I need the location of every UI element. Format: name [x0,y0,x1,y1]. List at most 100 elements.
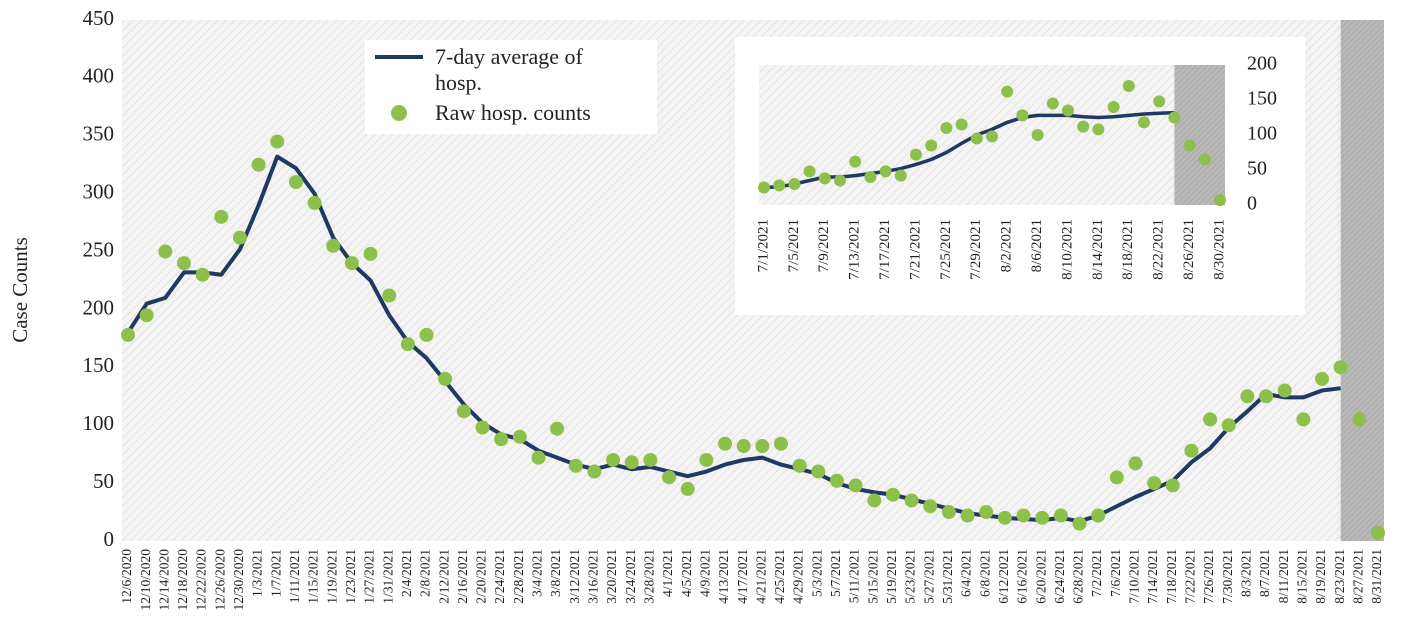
raw-point [1153,95,1166,108]
raw-point [1333,360,1348,375]
x-tick-label: 7/5/2021 [786,219,802,272]
x-tick-label: 8/19/2021 [1313,549,1328,604]
raw-point [382,288,397,303]
raw-point [1371,525,1385,540]
raw-point [699,452,714,467]
raw-point [849,155,862,168]
raw-point [834,174,846,187]
raw-point [923,499,938,514]
x-tick-label: 6/12/2021 [996,549,1011,604]
raw-point [1091,508,1106,523]
raw-point [941,505,956,520]
x-tick-label: 7/30/2021 [1220,549,1235,604]
raw-point [1092,123,1105,136]
raw-point [960,508,975,523]
legend-label: 7-day average of hosp. [435,44,583,95]
raw-point [1259,389,1274,404]
x-tick-label: 7/13/2021 [847,219,863,280]
shaded-region [1340,20,1384,541]
raw-point [606,452,621,467]
raw-point [438,371,453,386]
raw-point [195,267,210,282]
raw-point [986,130,998,143]
y-tick-label: 0 [104,527,115,551]
raw-point [1072,516,1087,531]
x-tick-label: 2/8/2021 [418,549,433,597]
x-tick-label: 4/25/2021 [772,549,787,604]
x-tick-label: 12/18/2020 [175,549,190,611]
x-tick-label: 1/23/2021 [343,549,358,604]
x-tick-label: 4/1/2021 [660,549,675,597]
y-tick-label: 200 [1247,53,1277,75]
raw-point [829,473,844,488]
x-tick-label: 8/6/2021 [1029,219,1045,272]
x-tick-label: 5/31/2021 [940,549,955,604]
raw-point [512,429,527,444]
raw-point [1046,97,1059,110]
x-tick-label: 2/28/2021 [511,549,526,604]
x-tick-label: 8/22/2021 [1151,219,1167,280]
raw-point [214,209,229,224]
shaded-region [1174,65,1225,205]
raw-point [1107,101,1120,113]
average-line [126,154,1341,524]
raw-point [1168,111,1181,124]
x-tick-label: 5/27/2021 [921,549,936,604]
x-tick-label: 12/22/2020 [194,549,209,611]
raw-point [587,464,602,479]
raw-point [940,122,953,134]
x-tick-label: 3/4/2021 [530,549,545,597]
legend-line [371,44,427,70]
x-tick-label: 2/12/2021 [436,549,451,604]
x-tick-label: 1/3/2021 [250,549,265,597]
x-tick-label: 8/23/2021 [1332,549,1347,604]
x-tick-label: 3/12/2021 [567,549,582,604]
raw-point [251,157,266,172]
raw-point [925,139,938,152]
raw-point [1214,194,1226,207]
x-tick-label: 5/7/2021 [828,549,843,597]
x-tick-label: 6/20/2021 [1033,549,1048,604]
x-tick-label: 5/23/2021 [903,549,918,604]
x-tick-label: 8/27/2021 [1350,549,1365,604]
raw-point [864,171,877,183]
x-tick-label: 3/28/2021 [641,549,656,604]
x-tick-label: 3/20/2021 [604,549,619,604]
x-tick-label: 5/19/2021 [884,549,899,604]
x-tick-label: 7/10/2021 [1127,549,1142,604]
x-tick-label: 1/27/2021 [362,549,377,604]
raw-point [1296,412,1311,427]
raw-point [848,478,863,493]
x-tick-label: 2/24/2021 [492,549,507,604]
raw-point [773,179,786,192]
raw-point [270,134,285,149]
x-tick-label: 4/5/2021 [679,549,694,597]
raw-point [1240,389,1255,404]
x-tick-label: 8/7/2021 [1257,549,1272,597]
raw-point [475,420,490,435]
raw-point [662,470,677,485]
raw-point [788,178,801,190]
x-tick-label: 8/18/2021 [1120,219,1136,280]
x-tick-label: 1/15/2021 [306,549,321,604]
x-tick-label: 7/26/2021 [1201,549,1216,604]
x-tick-label: 8/2/2021 [999,219,1015,272]
raw-point [1138,116,1150,129]
raw-point [1198,153,1211,166]
x-tick-label: 1/19/2021 [324,549,339,604]
raw-point [1001,85,1014,98]
x-tick-label: 4/29/2021 [791,549,806,604]
raw-point [803,165,816,178]
raw-point [1352,412,1367,427]
raw-point [1183,139,1196,152]
x-tick-label: 2/16/2021 [455,549,470,604]
raw-point [885,487,900,502]
raw-point [139,308,154,323]
raw-point [121,327,135,342]
raw-point [910,148,922,161]
x-tick-label: 3/8/2021 [548,549,563,597]
x-tick-label: 7/17/2021 [877,219,893,280]
raw-point [363,246,378,261]
x-tick-label: 8/30/2021 [1211,219,1227,280]
